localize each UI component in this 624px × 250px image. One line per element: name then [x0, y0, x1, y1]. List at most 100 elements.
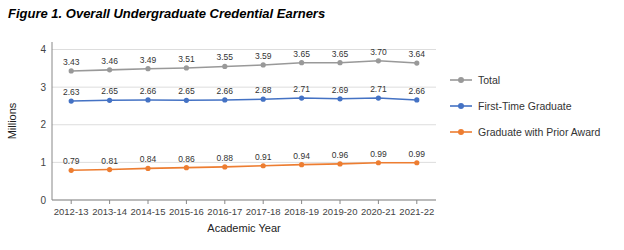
point [69, 68, 74, 73]
point [299, 60, 304, 65]
data-label: 3.55 [217, 52, 234, 62]
data-label: 2.63 [63, 87, 80, 97]
legend: Total First-Time Graduate Graduate with Pr… [450, 74, 601, 138]
x-tick-label: 2015-16 [169, 206, 204, 217]
point [299, 162, 304, 167]
x-tick [109, 200, 110, 204]
point [261, 62, 266, 67]
x-tick [224, 200, 225, 204]
data-label: 0.91 [255, 152, 272, 162]
data-label: 2.68 [255, 85, 272, 95]
point [145, 166, 150, 171]
point [414, 60, 419, 65]
y-axis-label: Millions [6, 102, 18, 139]
data-label: 2.65 [101, 86, 118, 96]
x-tick [340, 200, 341, 204]
legend-marker [458, 129, 464, 135]
point [222, 97, 227, 102]
legend-entry: Graduate with Prior Award [478, 126, 601, 138]
point [261, 163, 266, 168]
x-tick-label: 2020-21 [361, 206, 396, 217]
data-label: 2.66 [409, 86, 426, 96]
legend-entry: Total [478, 74, 500, 86]
data-label: 0.88 [217, 153, 234, 163]
grid-line [52, 124, 436, 125]
x-tick [378, 200, 379, 204]
data-label: 0.96 [332, 150, 349, 160]
point [299, 95, 304, 100]
data-label: 2.71 [370, 84, 387, 94]
y-tick-label: 3 [40, 82, 46, 93]
data-label: 2.66 [217, 86, 234, 96]
point [145, 97, 150, 102]
point [184, 65, 189, 70]
legend-marker [458, 77, 464, 83]
point [69, 168, 74, 173]
point [337, 161, 342, 166]
point [376, 160, 381, 165]
point [107, 167, 112, 172]
data-label: 0.81 [101, 156, 118, 166]
series-line [71, 61, 417, 71]
x-tick-label: 2019-20 [323, 206, 358, 217]
x-tick [71, 200, 72, 204]
x-tick-label: 2012-13 [54, 206, 89, 217]
x-tick [263, 200, 264, 204]
point [69, 98, 74, 103]
data-label: 0.99 [370, 149, 387, 159]
x-tick-label: 2014-15 [131, 206, 166, 217]
data-label: 2.65 [178, 86, 195, 96]
data-label: 2.71 [293, 84, 310, 94]
y-tick-label: 1 [40, 157, 46, 168]
point [414, 160, 419, 165]
x-tick-label: 2017-18 [246, 206, 281, 217]
data-label: 3.46 [101, 56, 118, 66]
data-label: 3.70 [370, 47, 387, 57]
point [261, 97, 266, 102]
series-line [71, 98, 417, 101]
data-label: 0.84 [140, 154, 157, 164]
point [222, 64, 227, 69]
title: Figure 1. Overall Undergraduate Credenti… [8, 6, 325, 21]
data-label: 3.65 [293, 49, 310, 59]
x-tick-label: 2013-14 [92, 206, 127, 217]
point [376, 58, 381, 63]
x-tick [186, 200, 187, 204]
data-labels: 3.43 3.46 3.49 3.51 3.55 3.59 3.65 3.65 3.70 3.64… [63, 47, 425, 166]
x-tick-label: 2018-19 [284, 206, 319, 217]
point [145, 66, 150, 71]
point [184, 165, 189, 170]
x-tick-label: 2021-22 [399, 206, 434, 217]
data-label: 3.64 [409, 49, 426, 59]
data-label: 0.79 [63, 156, 80, 166]
point [222, 164, 227, 169]
legend-entry: First-Time Graduate [478, 100, 572, 112]
point [107, 98, 112, 103]
point [414, 97, 419, 102]
plot-area [69, 58, 420, 173]
point [376, 95, 381, 100]
y-tick-label: 2 [40, 119, 46, 130]
series-line [71, 163, 417, 171]
data-label: 0.99 [409, 149, 426, 159]
point [107, 67, 112, 72]
x-tick [416, 200, 417, 204]
y-axis-line [52, 42, 53, 200]
y-tick-label: 0 [40, 195, 46, 206]
data-label: 3.49 [140, 55, 157, 65]
legend-marker [458, 103, 464, 109]
x-tick [148, 200, 149, 204]
point [184, 98, 189, 103]
data-label: 0.94 [293, 151, 310, 161]
data-label: 3.65 [332, 49, 349, 59]
chart: Figure 1. Overall Undergraduate Credenti… [0, 0, 624, 250]
data-label: 2.66 [140, 86, 157, 96]
data-label: 3.59 [255, 51, 272, 61]
point [337, 60, 342, 65]
data-label: 3.51 [178, 54, 195, 64]
data-label: 2.69 [332, 85, 349, 95]
x-tick-label: 2016-17 [207, 206, 242, 217]
point [337, 96, 342, 101]
x-tick [301, 200, 302, 204]
data-label: 3.43 [63, 57, 80, 67]
